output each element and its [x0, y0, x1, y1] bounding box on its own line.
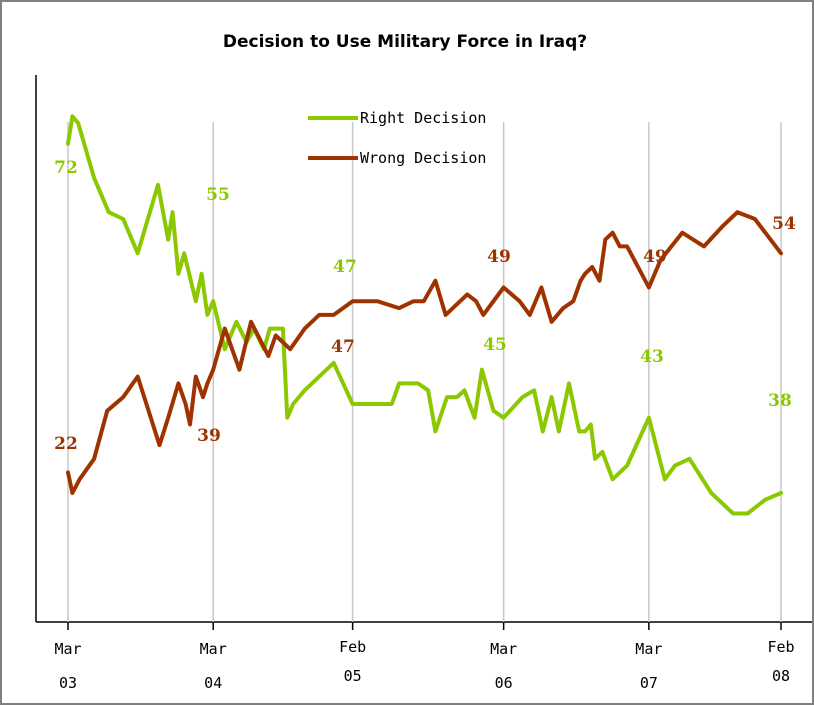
data-label: 49	[487, 247, 511, 267]
series-line-right-decision	[66, 114, 783, 516]
data-label: 55	[206, 185, 230, 205]
x-tick-label-year: 07	[640, 674, 658, 692]
x-tick-label-year: 03	[59, 674, 77, 692]
x-tick-label-month: Mar	[635, 640, 662, 658]
data-label: 47	[333, 257, 357, 277]
x-tick-label-month: Mar	[54, 640, 81, 658]
data-label: 38	[768, 391, 792, 411]
data-label: 54	[772, 214, 796, 234]
x-tick-label-year: 06	[495, 674, 513, 692]
x-tick-label-month: Feb	[339, 638, 366, 656]
x-tick-label-year: 04	[204, 674, 222, 692]
x-tick-label-month: Mar	[490, 640, 517, 658]
data-label: 45	[483, 335, 507, 355]
legend-label-1: Wrong Decision	[360, 149, 486, 167]
data-label: 22	[54, 434, 78, 454]
data-label: 49	[643, 247, 667, 267]
x-tick-label-month: Mar	[200, 640, 227, 658]
chart-title: Decision to Use Military Force in Iraq?	[222, 32, 588, 52]
x-tick-label-year: 08	[772, 667, 790, 685]
x-tick-label-month: Feb	[767, 638, 794, 656]
data-label: 43	[640, 347, 664, 367]
legend-label-0: Right Decision	[360, 109, 486, 127]
x-tick-label-year: 05	[344, 667, 362, 685]
data-label: 39	[197, 426, 221, 446]
data-label: 47	[331, 337, 355, 357]
data-label: 72	[54, 158, 78, 178]
series-line-wrong-decision	[66, 210, 783, 495]
